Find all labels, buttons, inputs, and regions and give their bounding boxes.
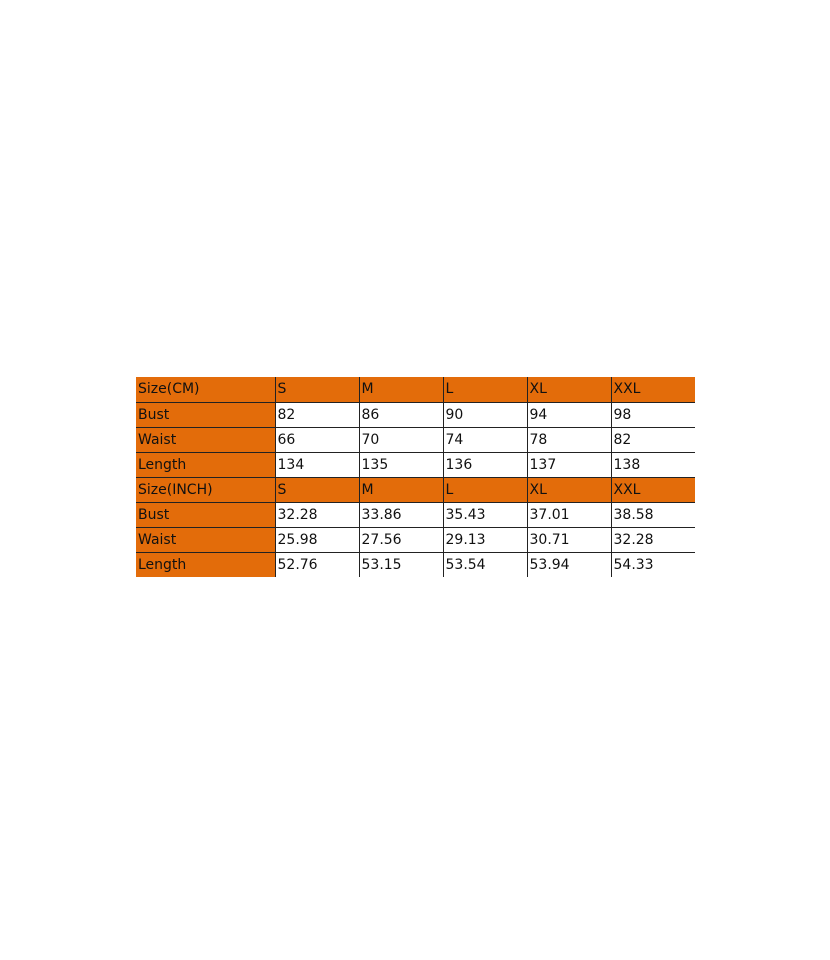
header-row: Size(INCH) S M L XL XXL — [136, 477, 695, 503]
value-cell: 94 — [526, 402, 611, 428]
table-row: Bust 82 86 90 94 98 — [136, 402, 695, 428]
size-header-cell: XL — [526, 477, 611, 503]
unit-header-cell: Size(INCH) — [136, 477, 275, 503]
value-cell: 27.56 — [358, 527, 443, 553]
size-header-cell: S — [274, 477, 359, 503]
value-cell: 82 — [610, 427, 695, 453]
value-cell: 25.98 — [274, 527, 359, 553]
value-cell: 136 — [442, 452, 527, 478]
value-cell: 38.58 — [610, 502, 695, 528]
value-cell: 70 — [358, 427, 443, 453]
value-cell: 90 — [442, 402, 527, 428]
value-cell: 33.86 — [358, 502, 443, 528]
value-cell: 138 — [610, 452, 695, 478]
value-cell: 135 — [358, 452, 443, 478]
value-cell: 53.94 — [526, 552, 611, 577]
size-header-cell: XL — [526, 377, 611, 403]
value-cell: 86 — [358, 402, 443, 428]
measurement-label-cell: Waist — [136, 427, 275, 453]
header-row: Size(CM) S M L XL XXL — [136, 377, 695, 403]
table-row: Bust 32.28 33.86 35.43 37.01 38.58 — [136, 502, 695, 528]
value-cell: 78 — [526, 427, 611, 453]
size-chart-table: Size(CM) S M L XL XXL Bust 82 86 90 94 98 Waist 66 70 7… — [136, 377, 695, 577]
measurement-label-cell: Bust — [136, 402, 275, 428]
size-header-cell: L — [442, 377, 527, 403]
size-header-cell: XXL — [610, 377, 695, 403]
size-header-cell: M — [358, 377, 443, 403]
value-cell: 66 — [274, 427, 359, 453]
value-cell: 82 — [274, 402, 359, 428]
value-cell: 137 — [526, 452, 611, 478]
size-header-cell: S — [274, 377, 359, 403]
table-row: Length 52.76 53.15 53.54 53.94 54.33 — [136, 552, 695, 577]
measurement-label-cell: Bust — [136, 502, 275, 528]
value-cell: 37.01 — [526, 502, 611, 528]
value-cell: 29.13 — [442, 527, 527, 553]
measurement-label-cell: Length — [136, 552, 275, 577]
value-cell: 98 — [610, 402, 695, 428]
value-cell: 32.28 — [610, 527, 695, 553]
value-cell: 134 — [274, 452, 359, 478]
value-cell: 54.33 — [610, 552, 695, 577]
table-row: Length 134 135 136 137 138 — [136, 452, 695, 478]
value-cell: 74 — [442, 427, 527, 453]
measurement-label-cell: Length — [136, 452, 275, 478]
value-cell: 53.15 — [358, 552, 443, 577]
size-header-cell: XXL — [610, 477, 695, 503]
unit-header-cell: Size(CM) — [136, 377, 275, 403]
table-row: Waist 66 70 74 78 82 — [136, 427, 695, 453]
size-header-cell: M — [358, 477, 443, 503]
value-cell: 52.76 — [274, 552, 359, 577]
value-cell: 35.43 — [442, 502, 527, 528]
table-row: Waist 25.98 27.56 29.13 30.71 32.28 — [136, 527, 695, 553]
value-cell: 30.71 — [526, 527, 611, 553]
value-cell: 53.54 — [442, 552, 527, 577]
measurement-label-cell: Waist — [136, 527, 275, 553]
size-header-cell: L — [442, 477, 527, 503]
value-cell: 32.28 — [274, 502, 359, 528]
